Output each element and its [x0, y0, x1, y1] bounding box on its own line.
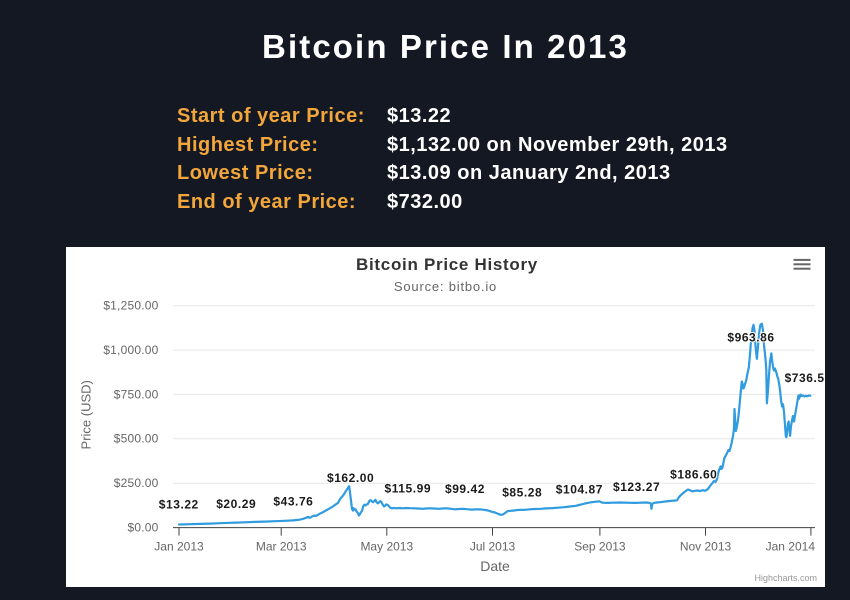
svg-text:$162.00: $162.00 — [327, 471, 374, 485]
svg-text:Jul 2013: Jul 2013 — [470, 540, 516, 554]
svg-text:$115.99: $115.99 — [385, 481, 432, 495]
svg-text:$963.86: $963.86 — [727, 330, 774, 344]
svg-text:Highcharts.com: Highcharts.com — [754, 573, 817, 583]
svg-text:$85.28: $85.28 — [502, 486, 542, 500]
svg-text:Jan 2013: Jan 2013 — [154, 540, 204, 554]
svg-text:$750.00: $750.00 — [114, 387, 159, 401]
svg-text:$0.00: $0.00 — [127, 521, 158, 535]
svg-text:$1,250.00: $1,250.00 — [103, 299, 158, 313]
svg-text:$1,000.00: $1,000.00 — [103, 343, 158, 357]
svg-text:Bitcoin Price History: Bitcoin Price History — [356, 255, 538, 274]
svg-text:$186.60: $186.60 — [670, 468, 717, 482]
svg-text:May 2013: May 2013 — [360, 540, 413, 554]
svg-text:$13.22: $13.22 — [159, 498, 199, 512]
svg-text:$104.87: $104.87 — [556, 483, 603, 497]
svg-text:$250.00: $250.00 — [114, 476, 159, 490]
svg-text:Source: bitbo.io: Source: bitbo.io — [394, 279, 497, 294]
svg-text:Date: Date — [480, 558, 510, 574]
svg-text:$43.76: $43.76 — [273, 495, 313, 509]
svg-text:Sep 2013: Sep 2013 — [574, 540, 626, 554]
svg-text:$99.42: $99.42 — [445, 482, 485, 496]
svg-text:Nov 2013: Nov 2013 — [680, 540, 732, 554]
svg-text:$500.00: $500.00 — [114, 432, 159, 446]
svg-text:$20.29: $20.29 — [216, 497, 256, 511]
svg-text:Jan 2014: Jan 2014 — [766, 540, 816, 554]
svg-text:Mar 2013: Mar 2013 — [256, 540, 307, 554]
svg-text:$123.27: $123.27 — [613, 480, 660, 494]
svg-text:$736.50: $736.50 — [785, 371, 825, 385]
svg-text:Price (USD): Price (USD) — [79, 380, 94, 449]
